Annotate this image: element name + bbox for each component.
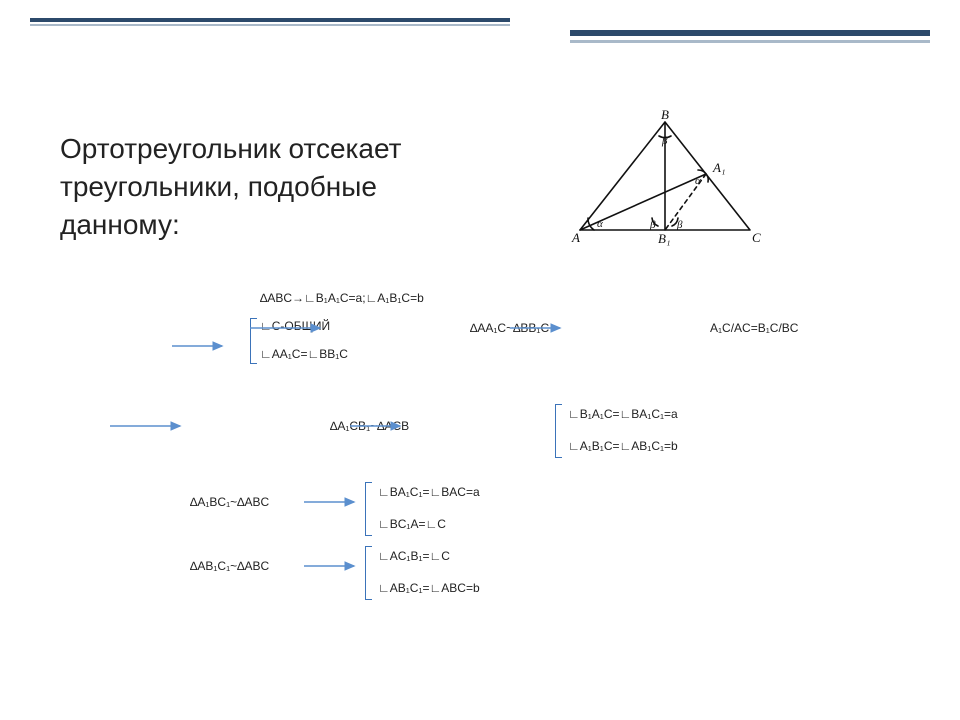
brace-4 xyxy=(365,546,372,600)
line5c: ∟AB₁C₁=∟ABC=b xyxy=(378,580,480,596)
brace-2 xyxy=(555,404,562,458)
slide: Ортотреугольник отсекает треугольники, п… xyxy=(0,0,960,720)
label-alpha-A: α xyxy=(597,218,603,230)
line1a: ∟C-ОБЩИЙ xyxy=(260,318,330,334)
label-beta-B: β xyxy=(661,135,668,147)
header-rule-upper-right xyxy=(570,30,930,36)
label-B1: B₁ xyxy=(658,231,670,246)
label-alpha-A1: α xyxy=(695,175,701,187)
line3b: ∟B₁A₁C=∟BA₁C₁=a xyxy=(568,406,678,422)
brace-1 xyxy=(250,318,257,364)
arrows-layer xyxy=(0,0,960,720)
heading: Ортотреугольник отсекает треугольники, п… xyxy=(60,130,480,243)
header-rule-lower-right xyxy=(570,40,930,43)
line4a: ∆A₁BC₁~∆ABC xyxy=(190,494,269,510)
triangle-diagram: A B C A₁ B₁ α β α β β xyxy=(560,110,770,250)
line1c: A₁C/AC=B₁C/BC xyxy=(710,320,798,336)
label-beta-B1l: β xyxy=(649,219,656,231)
line0: ∆ABC→∟B₁A₁C=a;∟A₁B₁C=b xyxy=(260,290,424,306)
label-C: C xyxy=(752,230,761,245)
header-rule-top-light xyxy=(30,24,510,26)
label-A: A xyxy=(571,230,580,245)
line2: ∟AA₁C=∟BB₁C xyxy=(260,346,348,362)
label-beta-B1r: β xyxy=(676,219,683,231)
brace-3 xyxy=(365,482,372,536)
line1b: ∆AA₁C~∆BB₁C xyxy=(470,320,549,336)
line3a: ∆A₁CB₁~∆ACB xyxy=(330,418,409,434)
line5a: ∆AB₁C₁~∆ABC xyxy=(190,558,269,574)
header-rule-top xyxy=(30,18,510,22)
line4c: ∟BC₁A=∟C xyxy=(378,516,446,532)
line5b: ∟AC₁B₁=∟C xyxy=(378,548,450,564)
line3c: ∟A₁B₁C=∟AB₁C₁=b xyxy=(568,438,678,454)
line4b: ∟BA₁C₁=∟BAC=a xyxy=(378,484,480,500)
label-B: B xyxy=(661,110,669,122)
label-A1: A₁ xyxy=(712,160,725,175)
